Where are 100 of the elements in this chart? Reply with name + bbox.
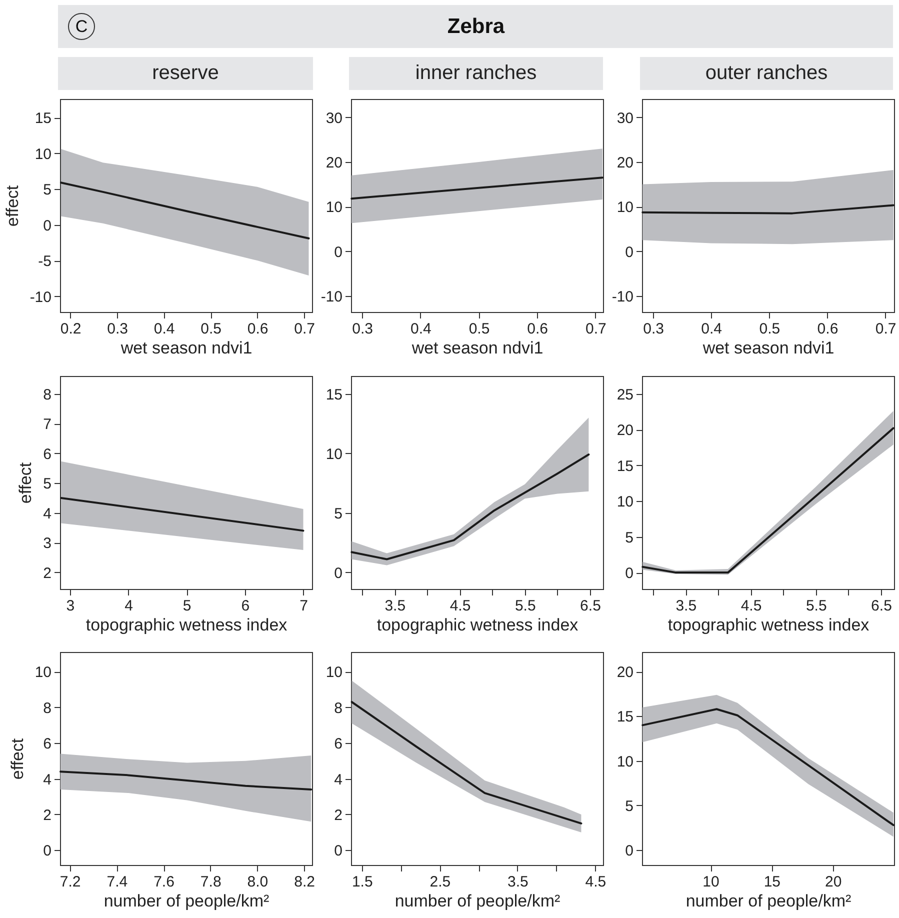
y-tick-label: 8 — [43, 386, 52, 404]
x-tick-label: 0.4 — [154, 320, 175, 338]
chart-title: Zebra — [446, 15, 506, 39]
y-tick-label: 10 — [616, 753, 634, 770]
x-tick-label: 6.5 — [871, 598, 892, 614]
x-tick-label: 3.5 — [676, 598, 697, 614]
y-axis-title: effect — [2, 185, 22, 227]
y-tick-label: 20 — [326, 154, 342, 172]
x-tick-label: 5.5 — [514, 598, 536, 614]
x-tick-label: 4 — [124, 598, 133, 614]
y-tick-label: 6 — [334, 736, 342, 753]
x-axis-title: topographic wetness index — [376, 616, 579, 634]
x-tick-label: 7.6 — [154, 874, 174, 890]
y-tick-label: -10 — [320, 288, 342, 306]
chart-subtitle: reserve — [58, 57, 313, 90]
x-tick-label: 0.3 — [352, 320, 374, 338]
x-axis-title: wet season ndvi1 — [410, 338, 544, 358]
x-tick-label: 0.5 — [468, 320, 490, 338]
x-tick-label: 7 — [300, 598, 308, 614]
x-tick-label: 7.4 — [106, 874, 128, 890]
y-tick-label: 0 — [625, 842, 634, 860]
line-series — [60, 182, 310, 240]
y-tick-label: 10 — [326, 664, 342, 682]
line-series — [350, 700, 582, 824]
y-tick-label: 4 — [43, 505, 52, 522]
x-tick-label: 0.3 — [107, 320, 128, 338]
x-tick-label: 5.5 — [806, 598, 827, 614]
x-axis-title: wet season ndvi1 — [702, 338, 834, 358]
y-tick-label: 0 — [43, 842, 52, 860]
y-tick-label: 20 — [616, 422, 634, 440]
y-tick-label: 4 — [43, 771, 52, 788]
chart-subtitle: outer ranches — [640, 57, 893, 90]
x-tick-label: 6.5 — [580, 598, 601, 614]
x-tick-label: 10 — [702, 874, 720, 890]
y-tick-label: -10 — [30, 288, 52, 306]
y-tick-label: 10 — [616, 199, 634, 216]
line-series — [350, 454, 590, 560]
y-tick-label: 2 — [43, 564, 52, 582]
y-tick-label: 30 — [616, 110, 634, 127]
y-tick-label: 0 — [625, 565, 634, 582]
y-tick-label: 10 — [616, 494, 634, 511]
y-tick-label: 2 — [334, 806, 342, 824]
x-tick-label: 4.5 — [585, 874, 606, 890]
x-tick-label: 0.7 — [875, 320, 896, 338]
x-tick-label: 6 — [241, 598, 250, 614]
y-tick-label: 10 — [34, 146, 52, 163]
y-tick-label: 15 — [326, 386, 342, 404]
y-axis-title: effect — [16, 462, 36, 504]
x-axis-title: number of people/km² — [104, 892, 270, 910]
y-tick-label: 30 — [326, 110, 342, 127]
y-tick-label: 25 — [616, 386, 634, 404]
x-tick-label: 8.2 — [294, 874, 315, 890]
x-axis-title: topographic wetness index — [668, 616, 870, 634]
y-tick-label: 8 — [43, 700, 52, 717]
x-tick-label: 0.4 — [701, 320, 722, 338]
x-tick-label: 1.5 — [352, 874, 373, 890]
x-tick-label: 7.8 — [200, 874, 222, 890]
y-tick-label: 10 — [326, 446, 342, 463]
x-tick-label: 8.0 — [247, 874, 268, 890]
y-tick-label: 6 — [43, 736, 52, 753]
y-tick-label: 10 — [326, 199, 342, 216]
x-tick-label: 0.6 — [247, 320, 268, 338]
x-tick-label: 4.5 — [740, 598, 762, 614]
y-tick-label: 6 — [43, 446, 52, 463]
y-tick-label: -10 — [612, 288, 634, 306]
x-tick-label: 3 — [66, 598, 75, 614]
x-axis-title: topographic wetness index — [86, 616, 288, 634]
x-tick-label: 3.5 — [508, 874, 528, 890]
x-tick-label: 0.7 — [585, 320, 606, 338]
x-tick-label: 0.5 — [759, 320, 780, 338]
x-tick-label: 7.2 — [60, 874, 81, 890]
y-tick-label: 2 — [43, 806, 52, 824]
y-tick-label: 3 — [43, 535, 52, 552]
x-tick-label: 0.2 — [60, 320, 82, 338]
y-tick-label: 15 — [34, 110, 52, 128]
chart-subtitle: inner ranches — [349, 57, 603, 90]
x-tick-label: 0.7 — [294, 320, 315, 338]
line-series — [642, 204, 894, 214]
x-tick-label: 3.5 — [384, 598, 406, 614]
y-tick-label: 7 — [43, 416, 52, 434]
x-axis-title: wet season ndvi1 — [120, 338, 252, 358]
y-tick-label: 10 — [34, 664, 52, 682]
line-series — [642, 708, 894, 826]
y-tick-label: 5 — [43, 476, 52, 493]
x-tick-label: 20 — [824, 874, 842, 890]
x-tick-label: 15 — [764, 874, 781, 890]
y-axis-title: effect — [8, 738, 27, 780]
y-tick-label: 20 — [616, 664, 634, 682]
x-axis-title: number of people/km² — [394, 892, 561, 910]
x-tick-label: 0.5 — [200, 320, 222, 338]
y-tick-label: 5 — [625, 798, 634, 815]
x-tick-label: 4.5 — [450, 598, 471, 614]
x-tick-label: 5 — [182, 598, 192, 614]
y-tick-label: 4 — [334, 771, 342, 788]
x-tick-label: 0.6 — [817, 320, 838, 338]
y-tick-label: 0 — [334, 244, 342, 261]
y-tick-label: 0 — [334, 842, 342, 860]
x-axis-title: number of people/km² — [686, 892, 852, 910]
y-tick-label: 0 — [625, 244, 634, 261]
y-tick-label: 15 — [616, 458, 634, 475]
